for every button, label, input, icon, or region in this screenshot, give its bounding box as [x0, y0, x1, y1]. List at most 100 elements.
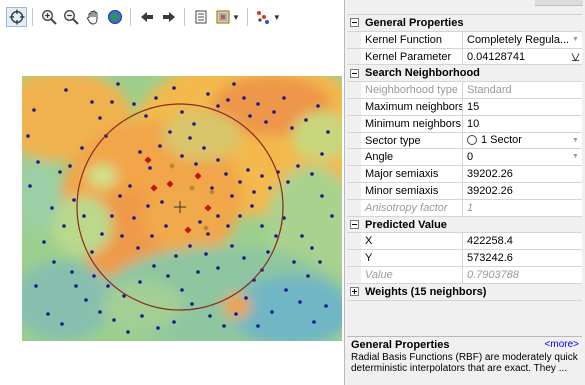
description-panel: General Properties <more> Radial Basis F…: [347, 336, 582, 382]
sample-point: [286, 180, 290, 184]
kernel-parameter-field[interactable]: 0.04128741: [463, 49, 582, 65]
chevron-down-icon[interactable]: ▼: [572, 153, 579, 161]
property-grid[interactable]: General Properties Kernel Function Compl…: [347, 14, 582, 301]
angle-select[interactable]: 0 ▼: [467, 151, 579, 164]
category-general[interactable]: General Properties: [347, 15, 582, 32]
sample-point: [266, 250, 270, 254]
sample-point: [100, 232, 104, 236]
sample-point: [268, 186, 272, 190]
sample-point: [192, 122, 196, 126]
neighbor-point: [204, 204, 212, 212]
sample-point: [136, 246, 140, 250]
kernel-function-select[interactable]: Completely Regula... ▼: [467, 33, 579, 46]
sample-point: [60, 322, 64, 326]
sample-point: [210, 186, 214, 190]
table-icon[interactable]: [190, 7, 211, 27]
major-semiaxis-field[interactable]: 39202.26: [467, 168, 513, 181]
property-row[interactable]: Sector type 1 Sector ▼: [347, 132, 582, 150]
max-neighbors-field[interactable]: 15: [467, 100, 480, 113]
optimize-icon[interactable]: [571, 52, 580, 62]
chevron-down-icon[interactable]: ▼: [572, 136, 579, 144]
sample-point: [238, 180, 242, 184]
search-neighborhood-circle: [76, 103, 284, 311]
sample-point: [152, 264, 156, 268]
sample-point: [274, 234, 278, 238]
category-weights[interactable]: Weights (15 neighbors): [347, 283, 582, 301]
sample-point: [34, 284, 38, 288]
full-extent-icon[interactable]: [104, 7, 125, 27]
property-row[interactable]: Minimum neighbors 10: [347, 115, 582, 133]
sample-point: [72, 198, 76, 202]
expand-icon[interactable]: [349, 287, 359, 297]
sample-point: [42, 240, 46, 244]
sample-point: [296, 164, 300, 168]
sample-point: [188, 136, 192, 140]
collapse-icon[interactable]: [349, 68, 359, 78]
neighbor-point: [203, 225, 209, 231]
chevron-down-icon[interactable]: ▼: [232, 12, 240, 22]
sample-point: [32, 108, 36, 112]
sample-point: [112, 318, 116, 322]
more-link[interactable]: <more>: [544, 339, 579, 350]
collapse-icon[interactable]: [349, 18, 359, 28]
sample-point: [180, 110, 184, 114]
property-name: X: [361, 233, 463, 250]
sample-point: [260, 224, 264, 228]
points-icon[interactable]: [253, 7, 274, 27]
sample-point: [188, 244, 192, 248]
map-toolbar: ▼ ▼: [0, 4, 345, 30]
y-coordinate-field[interactable]: 573242.6: [467, 252, 513, 265]
sample-point: [282, 96, 286, 100]
property-row[interactable]: Kernel Parameter 0.04128741: [347, 48, 582, 66]
sample-point: [256, 102, 260, 106]
category-search[interactable]: Search Neighborhood: [347, 65, 582, 83]
property-row[interactable]: Angle 0 ▼: [347, 149, 582, 167]
zoom-out-icon[interactable]: [60, 7, 81, 27]
neighbor-point: [209, 189, 215, 195]
sample-points-layer: [26, 82, 334, 334]
sample-point: [82, 214, 86, 218]
sample-point: [168, 130, 172, 134]
category-label: Weights (15 neighbors): [365, 285, 487, 298]
sector-type-select[interactable]: 1 Sector ▼: [463, 133, 582, 149]
interpolation-map[interactable]: [22, 76, 342, 341]
min-neighbors-field[interactable]: 10: [467, 117, 480, 130]
zoom-in-icon[interactable]: [38, 7, 59, 27]
property-name: Angle: [361, 149, 463, 166]
category-predicted[interactable]: Predicted Value: [347, 216, 582, 234]
sample-point: [120, 234, 124, 238]
chevron-down-icon[interactable]: ▼: [272, 12, 281, 22]
target-icon[interactable]: [6, 7, 27, 27]
sample-point: [260, 174, 264, 178]
sample-point: [310, 172, 314, 176]
property-row[interactable]: Kernel Function Completely Regula... ▼: [347, 31, 582, 49]
property-name: Anisotropy factor: [361, 199, 463, 216]
property-row[interactable]: Major semiaxis 39202.26: [347, 166, 582, 183]
pan-icon[interactable]: [82, 7, 103, 27]
property-row[interactable]: Maximum neighbors 15: [347, 98, 582, 116]
sample-point: [132, 216, 136, 220]
property-row: Neighborhood type Standard: [347, 82, 582, 99]
sample-point: [194, 162, 198, 166]
collapse-icon[interactable]: [349, 219, 359, 229]
forward-icon[interactable]: [158, 7, 179, 27]
neighbor-point: [169, 163, 175, 169]
sample-point: [122, 294, 126, 298]
layers-icon[interactable]: [212, 7, 233, 27]
back-icon[interactable]: [136, 7, 157, 27]
property-name: Kernel Function: [361, 31, 463, 48]
sample-point: [138, 280, 142, 284]
sample-point: [110, 214, 114, 218]
property-name: Kernel Parameter: [361, 48, 463, 65]
property-row[interactable]: X 422258.4: [347, 233, 582, 251]
x-coordinate-field[interactable]: 422258.4: [467, 235, 513, 248]
property-row: Anisotropy factor 1: [347, 199, 582, 217]
chevron-down-icon[interactable]: ▼: [572, 35, 579, 43]
sample-point: [216, 214, 220, 218]
sample-point: [46, 312, 50, 316]
minor-semiaxis-field[interactable]: 39202.26: [467, 184, 513, 197]
property-row[interactable]: Y 573242.6: [347, 250, 582, 267]
property-row[interactable]: Minor semiaxis 39202.26: [347, 182, 582, 200]
sample-point: [324, 304, 328, 308]
sample-point: [256, 324, 260, 328]
